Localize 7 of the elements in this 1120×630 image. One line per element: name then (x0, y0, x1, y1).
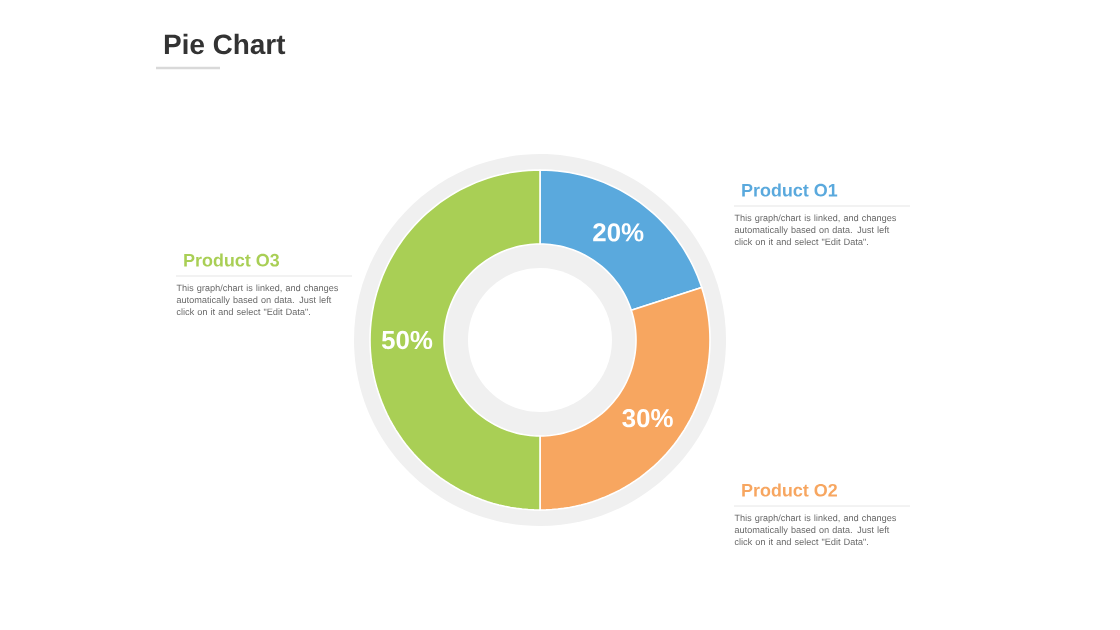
slice-label: Product O2 (742, 483, 837, 497)
chart-title: Pie Chart (164, 33, 286, 55)
data-label: 20% (593, 223, 644, 242)
data-label: 30% (622, 408, 673, 428)
data-label: 50% (381, 330, 433, 350)
slice-label: Product O3 (184, 253, 280, 267)
slice-label: Product O1 (742, 183, 838, 197)
